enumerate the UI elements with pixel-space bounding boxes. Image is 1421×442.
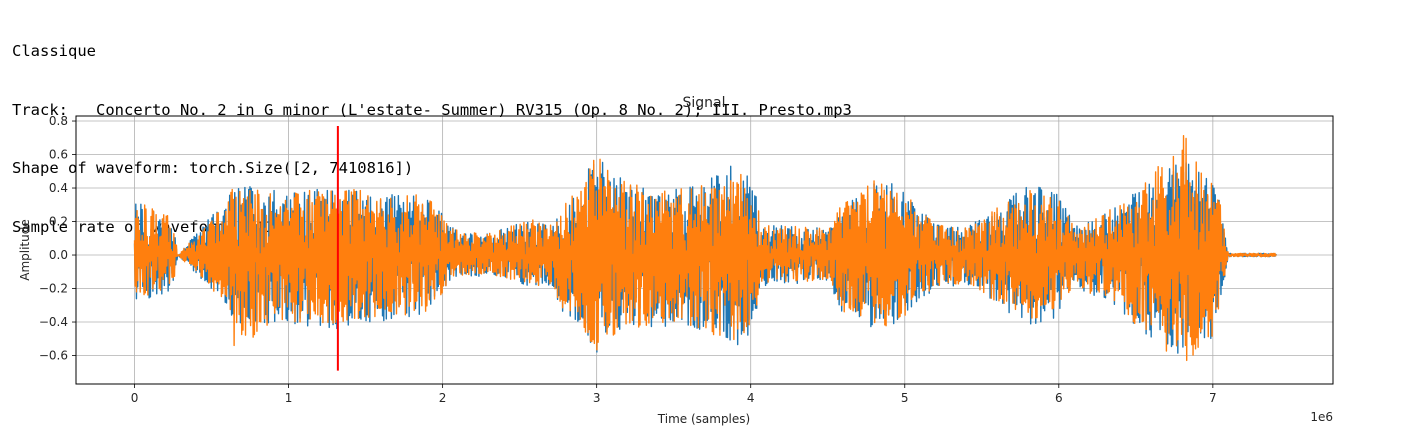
y-tick-label: 0.6	[49, 148, 68, 162]
waveform-series	[133, 135, 1277, 362]
waveform-channel-1	[133, 161, 1277, 354]
x-tick-label: 6	[1055, 391, 1063, 405]
waveform-channel-2	[133, 135, 1277, 362]
x-axis-offset-text: 1e6	[1310, 410, 1333, 424]
x-tick-label: 4	[747, 391, 755, 405]
x-axis-label: Time (samples)	[657, 412, 750, 426]
y-tick-label: −0.2	[39, 282, 68, 296]
waveform-shape-line: Shape of waveform: torch.Size([2, 741081…	[12, 159, 414, 177]
y-tick-label: 0.8	[49, 114, 68, 128]
y-axis-label: Amplitude	[18, 219, 32, 281]
x-tick-label: 5	[901, 391, 909, 405]
x-tick-label: 0	[131, 391, 139, 405]
axes: 0 1 2 3 4 5 6 7 −0.6 −0.4 −0.2 0.0 0.2 0.4 0.6 0.8	[39, 114, 1217, 405]
waveform-chart: Signal 0 1 2 3 4 5 6 7−0.6−0.4−0.20.00.20.40.60…	[18, 95, 1334, 426]
y-tick-label: 0.4	[49, 181, 68, 195]
cell-output: Classique Track: Concerto No. 2 in G min…	[12, 3, 852, 257]
y-tick-label: 0.0	[49, 248, 68, 262]
y-tick-label: −0.6	[39, 349, 68, 363]
track-line: Track: Concerto No. 2 in G minor (L'esta…	[12, 100, 852, 119]
genre-label: Classique	[12, 42, 96, 60]
y-tick-label: −0.4	[39, 315, 68, 329]
x-tick-label: 7	[1209, 391, 1217, 405]
chart-title: Signal	[682, 95, 725, 111]
x-tick-label: 3	[593, 391, 601, 405]
x-tick-label: 1	[285, 391, 293, 405]
y-tick-label: 0.2	[49, 215, 68, 229]
x-tick-label: 2	[439, 391, 447, 405]
plot-frame	[75, 115, 1334, 385]
